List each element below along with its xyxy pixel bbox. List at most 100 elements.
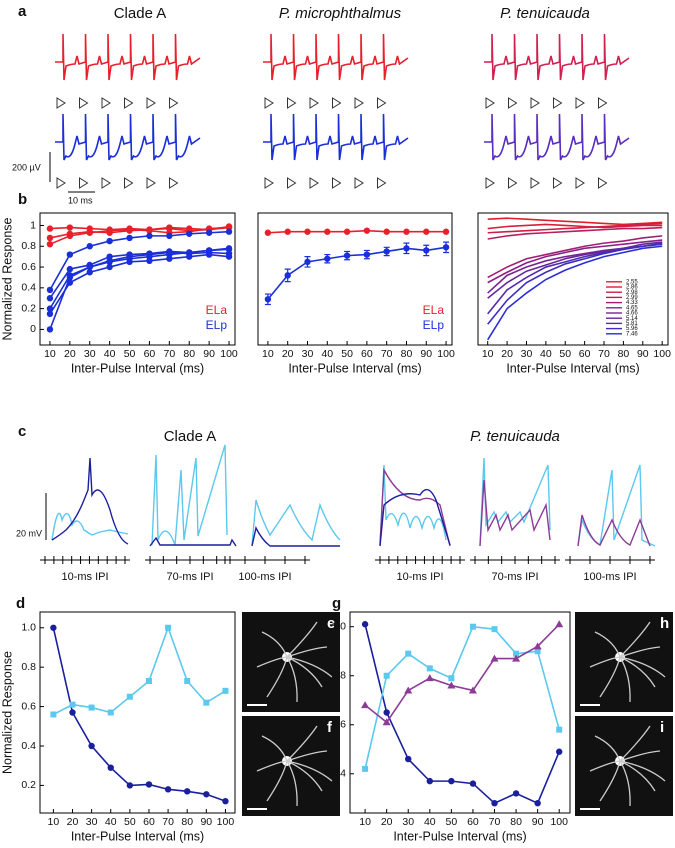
x-tick-label: 40	[540, 348, 552, 360]
ipi-label: 100-ms IPI	[238, 571, 291, 583]
stimulus-marker	[354, 177, 364, 189]
legend-label: ELp	[206, 318, 228, 332]
x-tick-label: 60	[579, 348, 591, 360]
x-axis-title: Inter-Pulse Interval (ms)	[506, 361, 639, 375]
data-point	[184, 788, 191, 795]
x-tick-label: 20	[67, 816, 79, 828]
x-tick-label: 100	[437, 348, 455, 360]
x-tick-label: 100	[220, 348, 238, 360]
micrograph	[242, 716, 340, 816]
trace	[263, 113, 409, 161]
dendrite	[619, 760, 656, 792]
data-point	[126, 693, 133, 700]
data-point	[423, 228, 430, 235]
column-title: Clade A	[164, 428, 217, 445]
data-point	[166, 249, 173, 256]
ipi-label: 100-ms IPI	[583, 571, 636, 583]
column-title: Clade A	[114, 5, 167, 22]
data-point	[361, 621, 369, 628]
data-point	[145, 781, 153, 788]
data-point	[423, 247, 430, 254]
data-point	[284, 228, 291, 235]
panel-label: b	[18, 191, 27, 208]
dendrite	[619, 760, 631, 807]
data-point	[106, 257, 113, 265]
x-tick-label: 70	[489, 816, 501, 828]
data-point	[184, 677, 191, 684]
legend-label: 2.86	[626, 285, 638, 291]
y-tick-label: 0.4	[331, 768, 346, 780]
traces: 10-ms IPI 70-ms IPI 100-ms IPI 10-ms IPI 70-…	[40, 444, 656, 583]
data-point	[426, 665, 433, 672]
data-point	[403, 245, 410, 252]
data-point	[145, 677, 152, 684]
data-point	[222, 797, 229, 805]
column-title: P. tenuicauda	[500, 5, 590, 22]
trace	[251, 525, 340, 547]
series-line	[487, 222, 663, 234]
data-point	[513, 650, 520, 657]
data-point	[405, 650, 412, 657]
stimulus-marker	[264, 177, 274, 189]
x-tick-label: 20	[501, 348, 513, 360]
data-point	[106, 227, 113, 234]
data-point	[469, 780, 477, 787]
legend-label: 2.99	[626, 295, 638, 301]
legend-label: 7.46	[626, 331, 638, 337]
stimulus-marker	[575, 177, 585, 189]
x-tick-label: 70	[163, 348, 175, 360]
y-tick-label: 0.6	[21, 261, 36, 273]
data-point	[382, 718, 391, 726]
trace	[51, 512, 129, 541]
ipi-label: 10-ms IPI	[396, 571, 443, 583]
x-tick-label: 40	[105, 816, 117, 828]
dendrite	[619, 656, 656, 688]
trace	[379, 488, 451, 547]
stimulus-marker	[377, 97, 387, 109]
data-point	[363, 227, 371, 234]
plot-frame	[477, 212, 669, 346]
data-point	[205, 229, 213, 236]
series-line	[487, 235, 663, 279]
x-tick-label: 20	[64, 348, 76, 360]
data-point	[66, 279, 74, 286]
data-point	[534, 799, 541, 807]
x-tick-label: 100	[550, 816, 568, 828]
data-point	[556, 748, 563, 755]
series-line	[49, 253, 230, 315]
stimulus-marker	[146, 97, 156, 109]
data-point	[225, 228, 233, 235]
x-tick-label: 70	[598, 348, 610, 360]
series-line	[53, 625, 226, 716]
data-point	[363, 251, 371, 258]
x-tick-label: 90	[203, 348, 215, 360]
data-point	[448, 675, 455, 682]
x-tick-label: 80	[510, 816, 522, 828]
series-line	[487, 245, 663, 341]
y-tick-label: 0.8	[331, 670, 346, 682]
x-tick-label: 50	[124, 816, 136, 828]
trace	[484, 113, 630, 161]
data-point	[146, 227, 153, 234]
trace	[251, 499, 341, 546]
data-point	[86, 269, 93, 276]
stimulus-marker	[309, 97, 319, 109]
series-line	[487, 243, 663, 325]
trace	[51, 457, 129, 545]
data-point	[46, 305, 54, 312]
dendrite	[261, 631, 288, 658]
x-tick-label: 50	[446, 816, 458, 828]
y-tick-label: 1.0	[331, 620, 346, 632]
series-line	[49, 230, 230, 291]
stimulus-marker	[377, 177, 387, 189]
data-point	[126, 226, 133, 233]
dendrite	[286, 750, 328, 762]
stimulus-marker	[332, 97, 342, 109]
data-point	[405, 755, 412, 763]
y-tick-label: 0.8	[21, 661, 36, 673]
micrographs: e f h i	[242, 612, 673, 816]
dendrite	[286, 621, 318, 658]
data-point	[166, 255, 173, 262]
data-point	[203, 791, 210, 798]
legend-label: 4.33	[626, 300, 638, 306]
